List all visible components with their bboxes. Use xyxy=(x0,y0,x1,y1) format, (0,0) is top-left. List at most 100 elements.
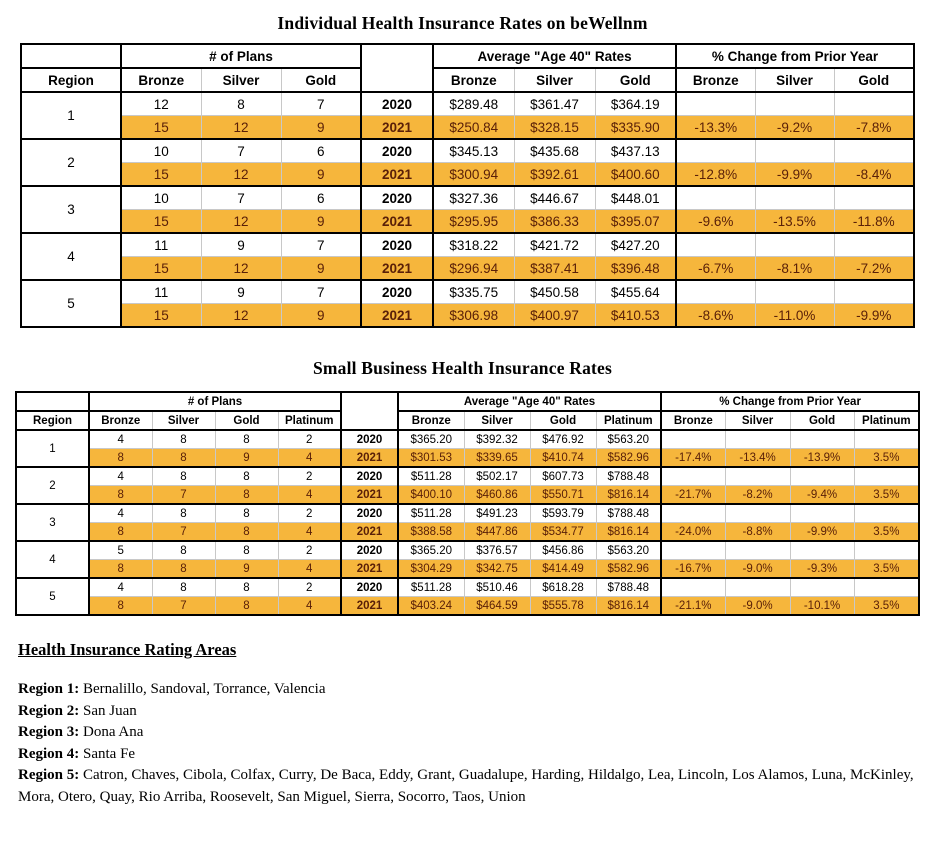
change-cell xyxy=(853,429,920,449)
rates-cell: $788.48 xyxy=(595,466,662,486)
plans-cell: 4 xyxy=(277,485,342,505)
plans-cell: 8 xyxy=(214,522,279,542)
rates-cell: $306.98 xyxy=(432,303,515,328)
plans-cell: 4 xyxy=(277,559,342,579)
plans-cell: 15 xyxy=(120,209,202,234)
current-year-row: 15 12 9 2021 $250.84 $328.15 $335.90 -13.3% -9.2… xyxy=(21,115,915,140)
rates-cell: $410.74 xyxy=(529,448,597,468)
current-year-row: 8 7 8 4 2021 $403.24 $464.59 $555.78 $816.14 -21.… xyxy=(16,596,920,616)
rates-cell: $301.53 xyxy=(397,448,465,468)
change-cell xyxy=(789,429,855,449)
rating-area-counties: San Juan xyxy=(83,702,137,719)
change-cell xyxy=(675,279,756,304)
plans-cell: 8 xyxy=(151,448,216,468)
rates-cell: $448.01 xyxy=(594,185,677,210)
rating-area-label: Region 2: xyxy=(18,702,80,719)
year-cell: 2020 xyxy=(360,138,435,163)
plans-cell: 9 xyxy=(200,232,282,257)
current-year-row: 8 7 8 4 2021 $388.58 $447.86 $534.77 $816.14 -24.… xyxy=(16,522,920,542)
change-cell xyxy=(724,503,791,523)
prior-year-row: 2 10 7 6 2020 $345.13 $435.68 $437.13 xyxy=(20,138,915,187)
rates-cell: $511.28 xyxy=(397,466,465,486)
rates-cell: $295.95 xyxy=(432,209,515,234)
change-cell: -10.1% xyxy=(789,596,855,616)
change-cell: -11.8% xyxy=(833,209,915,234)
rates-cell: $534.77 xyxy=(529,522,597,542)
change-cell: -8.4% xyxy=(833,162,915,187)
change-cell xyxy=(754,91,835,116)
change-cell xyxy=(833,232,915,257)
plans-cell: 7 xyxy=(200,138,282,163)
rates-cell: $437.13 xyxy=(594,138,677,163)
plans-cell: 10 xyxy=(120,185,202,210)
column-header: Gold xyxy=(833,67,915,93)
plans-group-header: # of Plans xyxy=(87,391,342,412)
current-year-row: 8 7 8 4 2021 $400.10 $460.86 $550.71 $816.14 -21.… xyxy=(16,485,920,505)
change-cell: -13.5% xyxy=(754,209,835,234)
plans-cell: 8 xyxy=(200,91,282,116)
rates-cell: $400.10 xyxy=(397,485,465,505)
plans-cell: 7 xyxy=(151,522,216,542)
rates-cell: $435.68 xyxy=(513,138,596,163)
rating-areas-heading: Health Insurance Rating Areas xyxy=(18,640,237,659)
column-header-row: Region Bronze Silver Gold Bronze Silver … xyxy=(20,67,915,93)
plans-cell: 8 xyxy=(214,466,279,486)
plans-cell: 15 xyxy=(120,162,202,187)
change-cell: -9.3% xyxy=(789,559,855,579)
rates-cell: $618.28 xyxy=(529,577,597,597)
plans-cell: 4 xyxy=(277,522,342,542)
individual-table-title: Individual Health Insurance Rates on beW… xyxy=(277,13,648,33)
plans-cell: 8 xyxy=(88,596,153,616)
year-cell: 2021 xyxy=(340,522,400,542)
rating-area-counties: Catron, Chaves, Cibola, Colfax, Curry, D… xyxy=(18,767,914,805)
plans-cell: 7 xyxy=(200,185,282,210)
column-header: Bronze xyxy=(88,410,153,431)
plans-cell: 4 xyxy=(88,429,153,449)
rates-cell: $345.13 xyxy=(432,138,515,163)
page: Individual Health Insurance Rates on beW… xyxy=(15,13,921,805)
rates-cell: $395.07 xyxy=(594,209,677,234)
column-header: Gold xyxy=(789,410,855,431)
change-cell xyxy=(789,503,855,523)
change-cell: -11.0% xyxy=(754,303,835,328)
prior-year-row: 5 11 9 7 2020 $335.75 $450.58 $455.64 xyxy=(20,279,915,328)
change-cell: -9.0% xyxy=(724,559,791,579)
change-cell: 3.5% xyxy=(853,448,920,468)
change-group-header: % Change from Prior Year xyxy=(660,391,920,412)
rates-cell: $464.59 xyxy=(463,596,531,616)
rates-cell: $387.41 xyxy=(513,256,596,281)
rates-cell: $304.29 xyxy=(397,559,465,579)
rates-cell: $376.57 xyxy=(463,540,531,560)
rating-area-label: Region 5: xyxy=(18,767,80,783)
column-header: Silver xyxy=(754,67,835,93)
change-cell: -8.2% xyxy=(724,485,791,505)
rates-cell: $816.14 xyxy=(595,522,662,542)
change-cell xyxy=(853,503,920,523)
change-cell: -24.0% xyxy=(660,522,726,542)
column-header: Platinum xyxy=(853,410,920,431)
change-cell xyxy=(754,279,835,304)
rates-cell: $460.86 xyxy=(463,485,531,505)
change-cell: -9.6% xyxy=(675,209,756,234)
rates-cell: $410.53 xyxy=(594,303,677,328)
column-header: Gold xyxy=(594,67,677,93)
plans-cell: 2 xyxy=(277,429,342,449)
change-cell xyxy=(853,540,920,560)
year-column-header xyxy=(340,391,400,431)
rates-cell: $414.49 xyxy=(529,559,597,579)
rating-area-label: Region 4: xyxy=(18,745,80,762)
rates-cell: $511.28 xyxy=(397,577,465,597)
rates-cell: $361.47 xyxy=(513,91,596,116)
region-number: 1 xyxy=(20,91,122,140)
change-cell: -13.4% xyxy=(724,448,791,468)
plans-cell: 8 xyxy=(151,429,216,449)
prior-year-row: 1 12 8 7 2020 $289.48 $361.47 $364.19 xyxy=(20,91,915,140)
plans-cell: 4 xyxy=(277,596,342,616)
year-cell: 2020 xyxy=(340,577,400,597)
change-cell xyxy=(660,540,726,560)
change-cell: -8.6% xyxy=(675,303,756,328)
rating-area-label: Region 3: xyxy=(18,724,80,740)
plans-cell: 8 xyxy=(88,522,153,542)
rates-cell: $300.94 xyxy=(432,162,515,187)
region-number: 3 xyxy=(15,503,90,542)
